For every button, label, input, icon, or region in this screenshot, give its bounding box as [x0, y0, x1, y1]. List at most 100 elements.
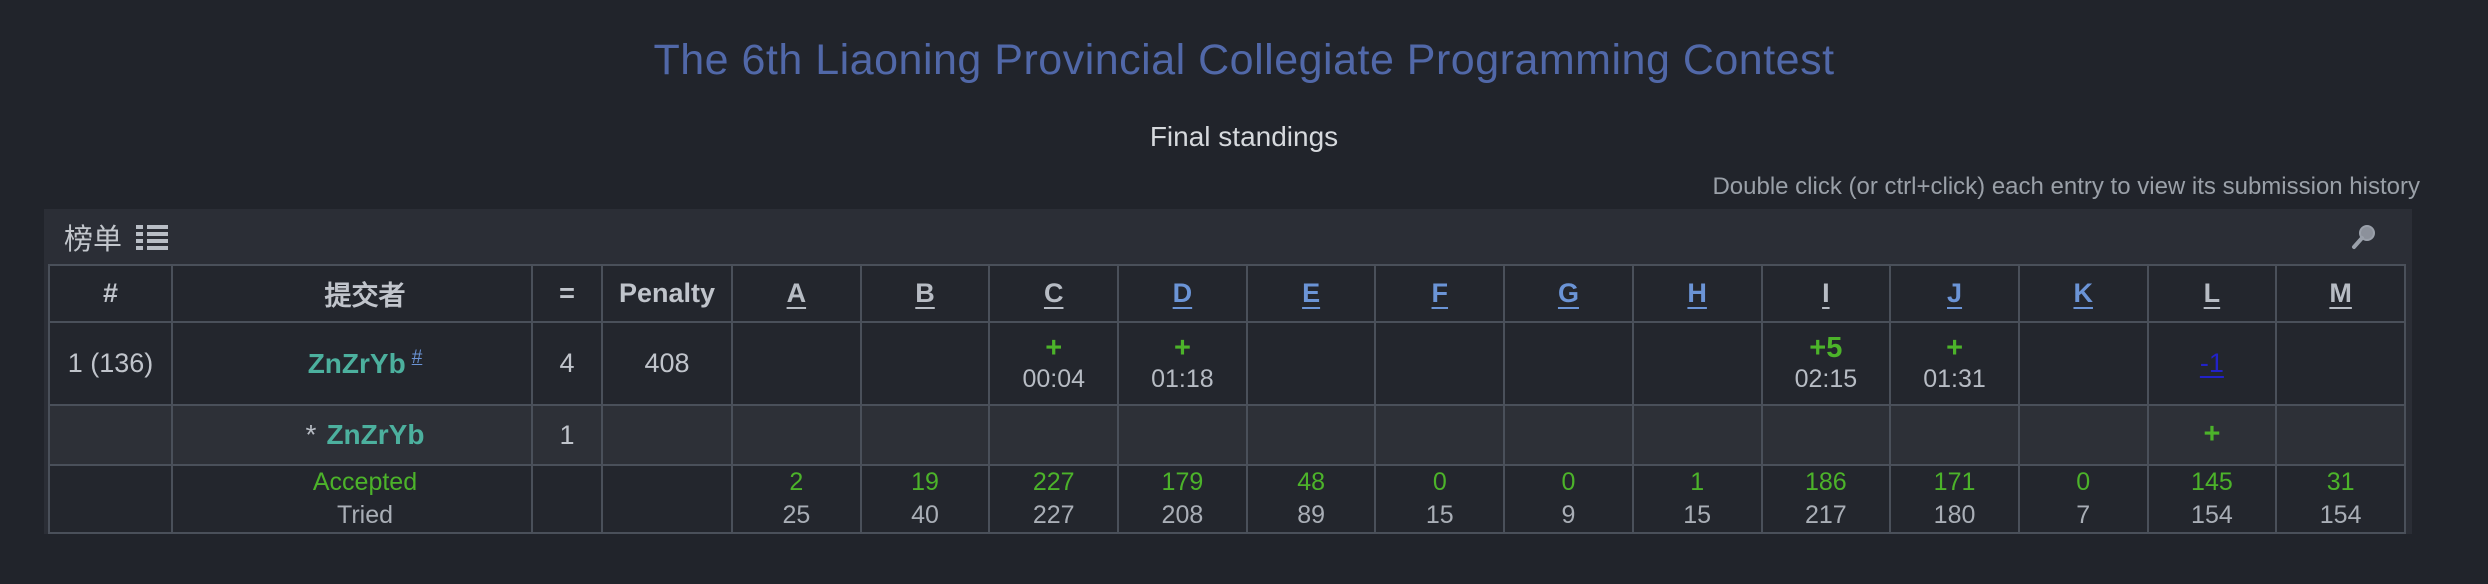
result-cell-A[interactable] [731, 404, 862, 466]
accepted-count: 0 [1561, 468, 1576, 496]
summary-cell-H: 1 15 [1631, 464, 1763, 534]
tried-count: 40 [911, 501, 939, 529]
submitter-cell: * ZnZrYb [171, 404, 533, 466]
tried-count: 227 [1032, 501, 1075, 529]
rank-cell: 1 (136) [48, 321, 173, 406]
team-name[interactable]: ZnZrYb [326, 419, 425, 450]
problem-link-J[interactable]: J [1947, 278, 1963, 308]
result-cell-I[interactable] [1760, 404, 1892, 466]
tried-count: 89 [1297, 501, 1325, 529]
page-title: The 6th Liaoning Provincial Collegiate P… [653, 36, 1835, 84]
problem-link-B[interactable]: B [915, 278, 935, 308]
col-problem-E[interactable]: E [1245, 264, 1377, 323]
result-cell-K[interactable] [2017, 404, 2149, 466]
board-label: 榜单 [64, 223, 123, 256]
accepted-count: 227 [1032, 468, 1075, 496]
result-cell-E[interactable] [1245, 321, 1377, 406]
col-problem-F[interactable]: F [1374, 264, 1506, 323]
problem-link-E[interactable]: E [1302, 278, 1321, 308]
problem-link-F[interactable]: F [1431, 278, 1449, 308]
summary-cell-D: 179 208 [1117, 464, 1248, 534]
team-detail-link[interactable]: # [411, 347, 423, 368]
problem-link-K[interactable]: K [2073, 278, 2093, 308]
col-problem-M[interactable]: M [2275, 264, 2406, 323]
col-problem-D[interactable]: D [1117, 264, 1248, 323]
result-cell-B[interactable] [859, 404, 991, 466]
penalty-cell [601, 464, 733, 534]
summary-cell-B: 19 40 [859, 464, 991, 534]
penalty-cell [601, 404, 733, 466]
result-cell-C[interactable] [988, 404, 1120, 466]
tried-count: 154 [2319, 501, 2362, 529]
result-cell-G[interactable] [1503, 404, 1634, 466]
col-problem-B[interactable]: B [859, 264, 991, 323]
scoreboard-page: The 6th Liaoning Provincial Collegiate P… [0, 36, 2488, 534]
tried-count: 15 [1425, 501, 1454, 529]
col-problem-G[interactable]: G [1503, 264, 1634, 323]
problem-link-H[interactable]: H [1687, 278, 1707, 308]
col-problem-L[interactable]: L [2146, 264, 2278, 323]
solved-cell: 4 [531, 321, 603, 406]
accepted-count: 171 [1933, 468, 1976, 496]
problem-link-M[interactable]: M [2329, 278, 2352, 308]
accepted-count: 19 [911, 468, 939, 496]
result-cell-J[interactable] [1889, 404, 2020, 466]
result-cell-J[interactable]: +01:31 [1889, 321, 2020, 406]
result-cell-A[interactable] [731, 321, 862, 406]
result-cell-G[interactable] [1503, 321, 1634, 406]
list-icon[interactable] [136, 223, 169, 251]
result-cell-L[interactable]: -1 [2146, 321, 2278, 406]
result-time: 02:15 [1794, 365, 1858, 394]
result-cell-B[interactable] [859, 321, 991, 406]
result-cell-K[interactable] [2017, 321, 2149, 406]
col-problem-A[interactable]: A [731, 264, 862, 323]
col-problem-H[interactable]: H [1631, 264, 1763, 323]
solved-cell [531, 464, 603, 534]
result-cell-D[interactable]: +01:18 [1117, 321, 1248, 406]
tried-count: 154 [2191, 501, 2233, 529]
result-cell-M[interactable] [2275, 321, 2406, 406]
rank-cell [48, 464, 173, 534]
problem-link-L[interactable]: L [2203, 278, 2221, 308]
problem-link-G[interactable]: G [1557, 278, 1579, 308]
col-problem-I[interactable]: I [1760, 264, 1892, 323]
team-subrow[interactable]: * ZnZrYb 1 + [48, 404, 2406, 466]
result-cell-H[interactable] [1631, 404, 1763, 466]
summary-label-cell: Accepted Tried [171, 464, 533, 534]
problem-link-D[interactable]: D [1172, 278, 1193, 308]
problem-link-A[interactable]: A [786, 278, 807, 308]
tried-count: 7 [2076, 501, 2091, 529]
accepted-count: 145 [2191, 468, 2233, 496]
col-problem-K[interactable]: K [2017, 264, 2149, 323]
result-cell-F[interactable] [1374, 321, 1506, 406]
problem-link-C[interactable]: C [1043, 278, 1064, 308]
result-cell-M[interactable] [2275, 404, 2406, 466]
penalty-cell: 408 [601, 321, 733, 406]
result-cell-I[interactable]: +5 02:15 [1760, 321, 1892, 406]
team-name[interactable]: ZnZrYb [307, 348, 406, 379]
col-problem-C[interactable]: C [988, 264, 1120, 323]
result-cell-H[interactable] [1631, 321, 1763, 406]
result-mark: -1 [2199, 347, 2224, 378]
result-cell-D[interactable] [1117, 404, 1248, 466]
search-icon[interactable] [2350, 223, 2378, 251]
summary-cell-F: 0 15 [1374, 464, 1506, 534]
result-time: 01:18 [1151, 365, 1214, 394]
team-row[interactable]: 1 (136) ZnZrYb # 4 408 +00:04 +01:18 +5 02:1… [48, 321, 2406, 406]
problem-link-I[interactable]: I [1822, 278, 1830, 308]
page-subtitle: Final standings [1149, 121, 1339, 152]
star-prefix: * [305, 419, 317, 450]
accepted-count: 2 [789, 468, 804, 496]
summary-cell-A: 2 25 [731, 464, 862, 534]
result-mark: + [2203, 418, 2221, 451]
result-cell-L[interactable]: + [2146, 404, 2278, 466]
result-cell-C[interactable]: +00:04 [988, 321, 1120, 406]
result-cell-F[interactable] [1374, 404, 1506, 466]
accepted-count: 31 [2326, 468, 2355, 496]
tried-count: 208 [1161, 501, 1204, 529]
col-problem-J[interactable]: J [1889, 264, 2020, 323]
accepted-count: 0 [2076, 468, 2091, 496]
result-cell-E[interactable] [1245, 404, 1377, 466]
accepted-count: 1 [1690, 468, 1705, 496]
